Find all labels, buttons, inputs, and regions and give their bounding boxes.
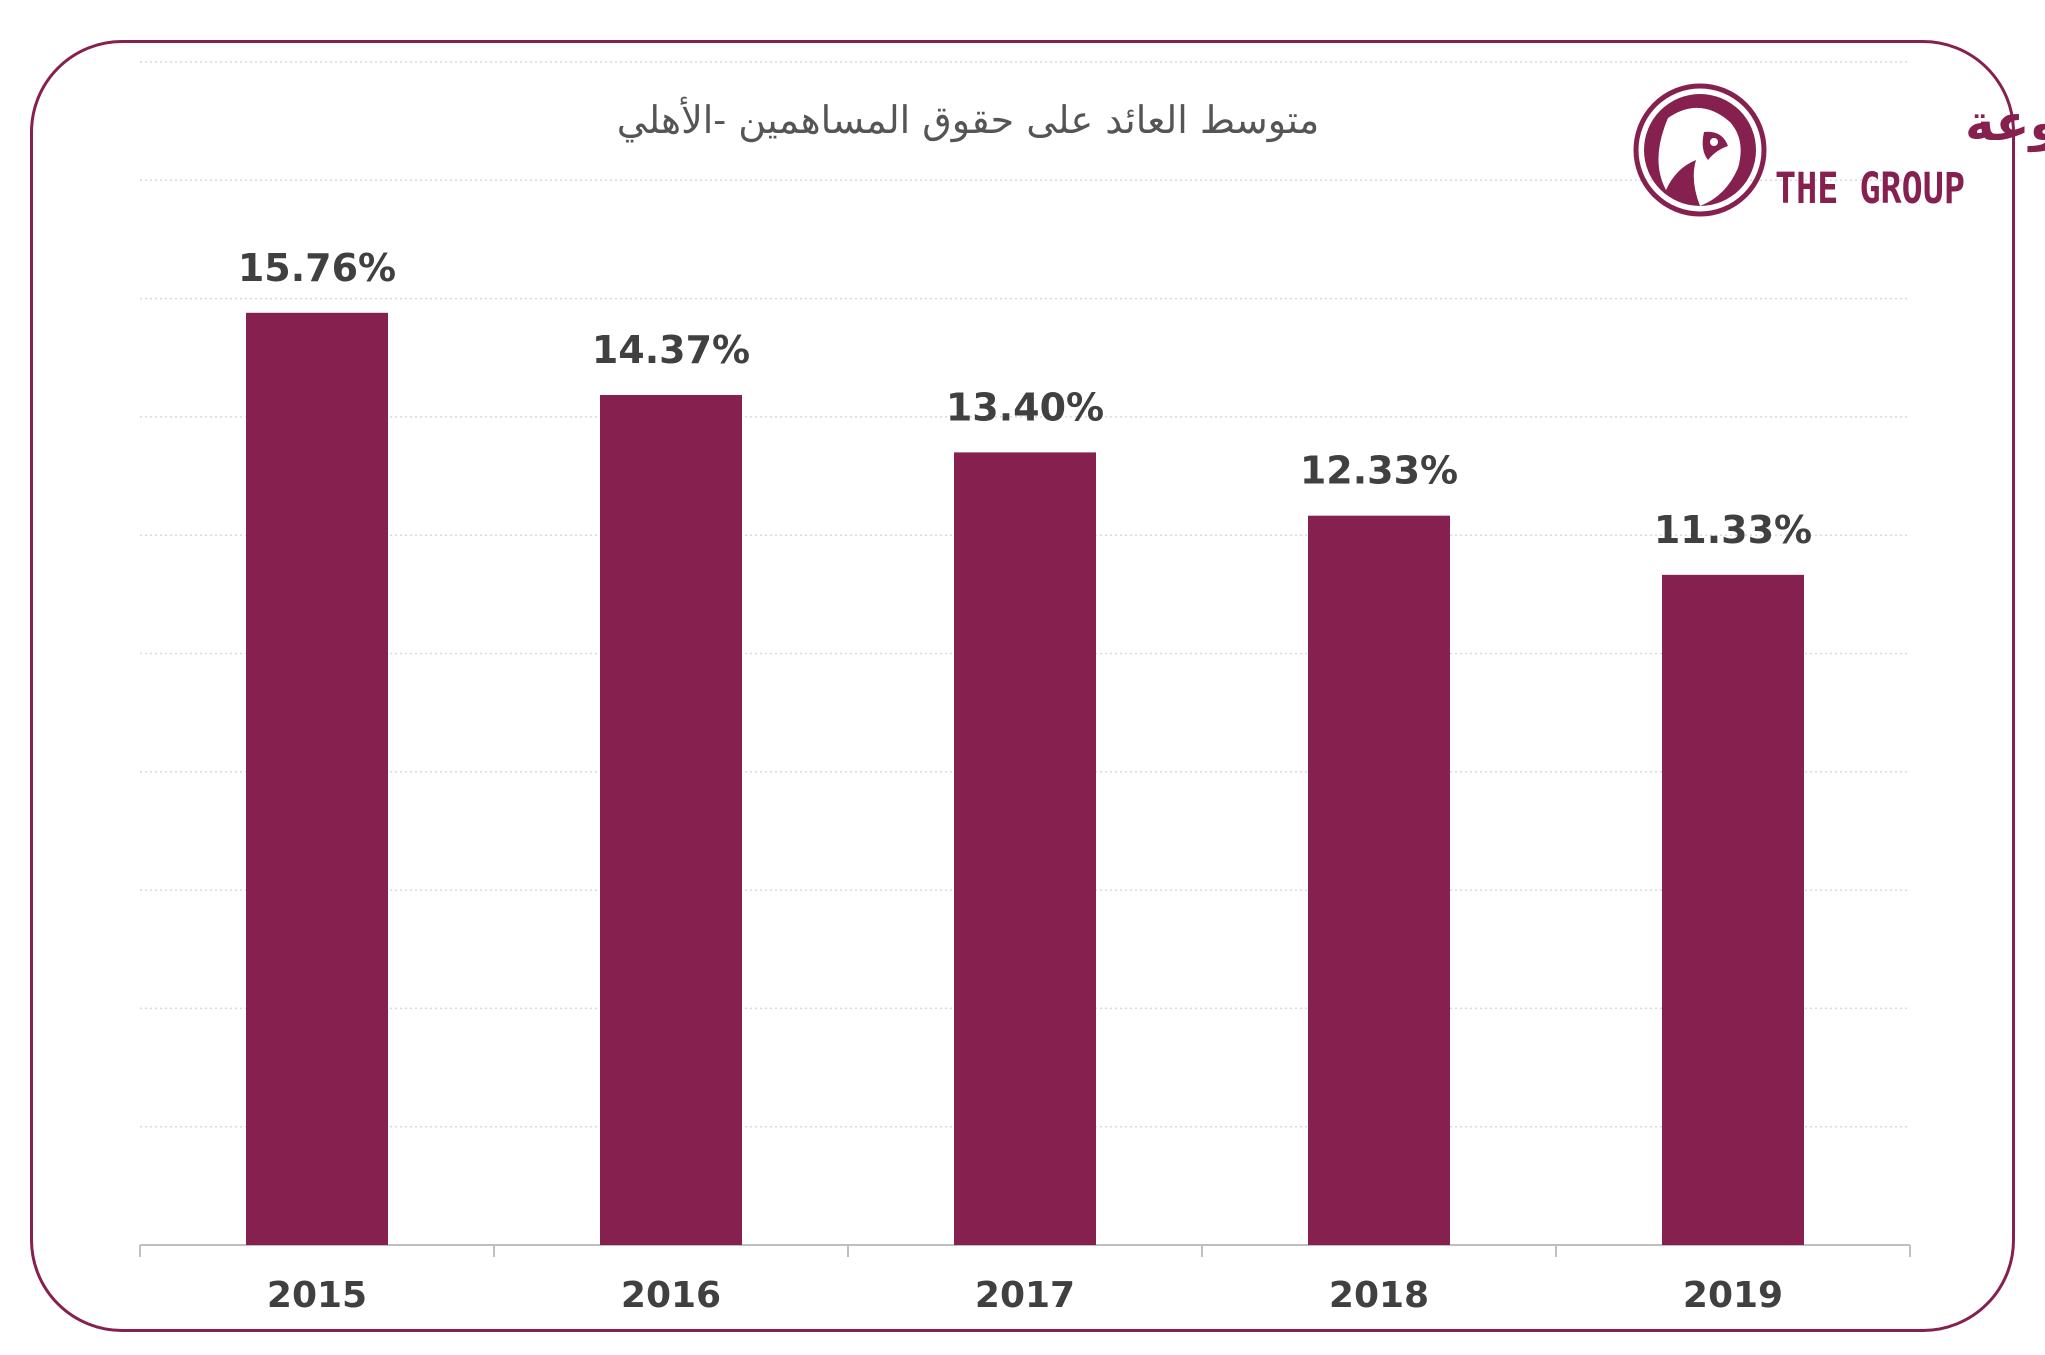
value-label-2017: 13.40%: [946, 385, 1104, 429]
logo-arabic-text: المجموعة: [1965, 94, 2045, 153]
x-tick-labels: 2015 2016 2017 2018 2019: [267, 1275, 1783, 1316]
x-tick-label-2019: 2019: [1683, 1275, 1783, 1316]
x-tick-label-2018: 2018: [1329, 1275, 1429, 1316]
chart-title: متوسط العائد على حقوق المساهمين -الأهلي: [617, 96, 1319, 143]
logo-english-text: THE GROUP: [1775, 164, 1965, 214]
x-tick-label-2015: 2015: [267, 1275, 367, 1316]
value-label-2019: 11.33%: [1654, 508, 1812, 552]
bar-2017: [954, 452, 1096, 1245]
value-label-2016: 14.37%: [592, 328, 750, 372]
bars: [246, 312, 1804, 1245]
logo: المجموعة THE GROUP: [1633, 83, 2045, 217]
bar-2015: [246, 312, 388, 1245]
bar-2019: [1662, 574, 1804, 1245]
falcon-emblem-icon: [1633, 83, 1767, 217]
x-tick-label-2017: 2017: [975, 1275, 1075, 1316]
x-tick-label-2016: 2016: [621, 1275, 721, 1316]
bar-2018: [1308, 515, 1450, 1245]
value-label-2018: 12.33%: [1300, 449, 1458, 493]
value-label-2015: 15.76%: [238, 246, 396, 290]
bar-2016: [600, 395, 742, 1245]
value-labels: 15.76% 14.37% 13.40% 12.33% 11.33%: [238, 246, 1812, 552]
chart-frame: [30, 40, 2015, 1332]
gridlines: [140, 61, 1910, 1128]
x-axis-ticks: [139, 1245, 1911, 1257]
